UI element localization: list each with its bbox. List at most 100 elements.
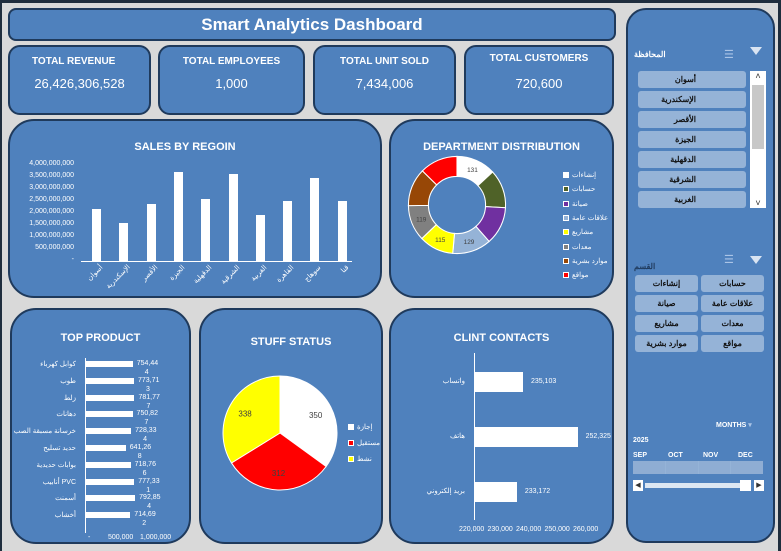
clear-filter-icon[interactable] — [750, 256, 762, 264]
bar[interactable] — [475, 372, 523, 392]
department-slicer-item[interactable]: علاقات عامة — [701, 295, 764, 312]
data-label: 235,103 — [530, 378, 557, 385]
slicer-item-label: أسوان — [674, 75, 696, 84]
scroll-thumb[interactable] — [752, 85, 764, 149]
y-tick-label: أخشاب — [54, 512, 76, 520]
data-label: 4 — [144, 369, 149, 376]
legend-label: حسابات — [572, 186, 596, 194]
scroll-down-icon[interactable]: ˅ — [755, 198, 761, 208]
x-tick-label: 260,000 — [573, 526, 599, 533]
y-tick-label: - — [71, 256, 74, 263]
governorate-slicer-item[interactable]: الإسكندرية — [638, 91, 746, 108]
timeline-scroll-right-icon[interactable]: ▶ — [754, 480, 764, 491]
donut-chart: 131 129 115 119 — [407, 155, 507, 255]
legend-item: حسابات — [563, 185, 595, 193]
bar[interactable] — [146, 203, 156, 261]
bar[interactable] — [201, 198, 211, 261]
timeline-month-label[interactable]: SEP — [633, 452, 648, 459]
bar[interactable] — [475, 482, 517, 502]
x-tick-label: الدقهلية — [192, 264, 214, 286]
bar[interactable] — [283, 201, 293, 261]
bar[interactable] — [337, 201, 347, 261]
timeline-scroll-left-icon[interactable]: ◀ — [633, 480, 643, 491]
pie-slice[interactable] — [222, 375, 281, 464]
x-tick-label: قنا — [339, 264, 351, 275]
bar[interactable] — [475, 427, 578, 447]
dashboard-frame: Smart Analytics Dashboard TOTAL REVENUE … — [0, 3, 781, 551]
kpi-value: 1,000 — [215, 76, 248, 91]
y-tick-label: أنابيب PVC — [42, 478, 76, 486]
timeline-month-label[interactable]: OCT — [668, 452, 683, 459]
bar[interactable] — [86, 461, 131, 468]
bar[interactable] — [86, 361, 133, 367]
department-slicer-item[interactable]: مواقع — [701, 335, 764, 352]
timeline-bar[interactable] — [633, 461, 763, 474]
bar[interactable] — [86, 445, 126, 451]
x-tick-label: الإسكندرية — [105, 263, 133, 291]
bar[interactable] — [86, 411, 133, 418]
bar[interactable] — [310, 177, 320, 261]
bar[interactable] — [173, 171, 183, 261]
bar[interactable] — [86, 495, 136, 502]
y-tick-label: كوابل كهرباء — [40, 361, 76, 368]
bar[interactable] — [86, 428, 132, 435]
governorate-slicer-item[interactable]: الأقصر — [638, 111, 746, 128]
donut-segment[interactable] — [421, 155, 458, 186]
pie-slice[interactable] — [279, 375, 338, 468]
x-tick-label: 500,000 — [108, 534, 134, 541]
bar[interactable] — [86, 478, 135, 485]
data-label: 718,76 — [134, 460, 156, 468]
multi-select-icon[interactable]: ☰ — [724, 49, 734, 61]
governorate-slicer-item[interactable]: الجيزة — [638, 131, 746, 148]
department-slicer-item[interactable]: صيانة — [635, 295, 698, 312]
department-slicer-item[interactable]: معدات — [701, 315, 764, 332]
clear-filter-icon[interactable] — [750, 47, 762, 55]
timeline-scroll-thumb[interactable] — [740, 480, 751, 491]
data-label: 7 — [144, 419, 149, 427]
bar[interactable] — [86, 377, 134, 384]
legend-label: مشاريع — [572, 229, 594, 237]
governorate-slicer-item[interactable]: الغربية — [638, 191, 746, 208]
data-label: 714,69 — [134, 511, 156, 519]
bar[interactable] — [119, 222, 129, 261]
legend-item: مستقيل — [348, 439, 380, 447]
page-title: Smart Analytics Dashboard — [201, 15, 423, 34]
legend-swatch — [563, 214, 569, 221]
kpi-label: TOTAL EMPLOYEES — [182, 56, 281, 67]
governorate-slicer-item[interactable]: الشرقية — [638, 171, 746, 188]
multi-select-icon[interactable]: ☰ — [724, 254, 734, 266]
governorate-slicer-item[interactable]: الدقهلية — [638, 151, 746, 168]
legend-swatch — [563, 200, 569, 207]
legend-item: إجازة — [348, 423, 372, 431]
x-tick-label: القاهرة — [275, 264, 296, 285]
pie-slice[interactable] — [230, 432, 327, 491]
timeline-month-label[interactable]: NOV — [703, 452, 719, 459]
slicer-item-label: الدقهلية — [670, 155, 696, 164]
segment-label: 115 — [435, 237, 446, 244]
bar[interactable] — [228, 173, 238, 261]
data-label: 773,71 — [137, 376, 160, 384]
timeline-level-selector[interactable]: MONTHS ▾ — [716, 421, 752, 429]
timeline-month-label[interactable]: DEC — [738, 452, 753, 459]
data-label: 6 — [142, 469, 147, 477]
chart-title: DEPARTMENT DISTRIBUTION — [423, 141, 580, 153]
bar[interactable] — [255, 214, 265, 261]
department-slicer-item[interactable]: حسابات — [701, 275, 764, 292]
department-slicer-item[interactable]: إنشاءات — [635, 275, 698, 292]
data-label: 252,325 — [585, 433, 611, 440]
governorate-slicer-item[interactable]: أسوان — [638, 71, 746, 88]
governorate-scrollbar[interactable]: ˄ ˅ — [750, 71, 766, 208]
scroll-up-icon[interactable]: ˄ — [755, 71, 761, 81]
department-slicer-item[interactable]: مشاريع — [635, 315, 698, 332]
bar[interactable] — [86, 512, 131, 519]
slicer-item-label: الغربية — [674, 195, 696, 204]
data-label: 8 — [137, 453, 142, 460]
timeline-level-label: MONTHS — [716, 422, 747, 429]
timeline-scrollbar[interactable] — [645, 483, 745, 488]
slicer-panel: المحافظة ☰ أسوان الإسكندرية الأقصر الجيزة ال… — [626, 8, 775, 543]
bar[interactable] — [92, 208, 101, 261]
bar[interactable] — [86, 394, 135, 401]
department-slicer-item[interactable]: موارد بشرية — [635, 335, 698, 352]
legend-label: نشط — [357, 456, 372, 463]
y-tick-label: طوب — [60, 377, 76, 385]
